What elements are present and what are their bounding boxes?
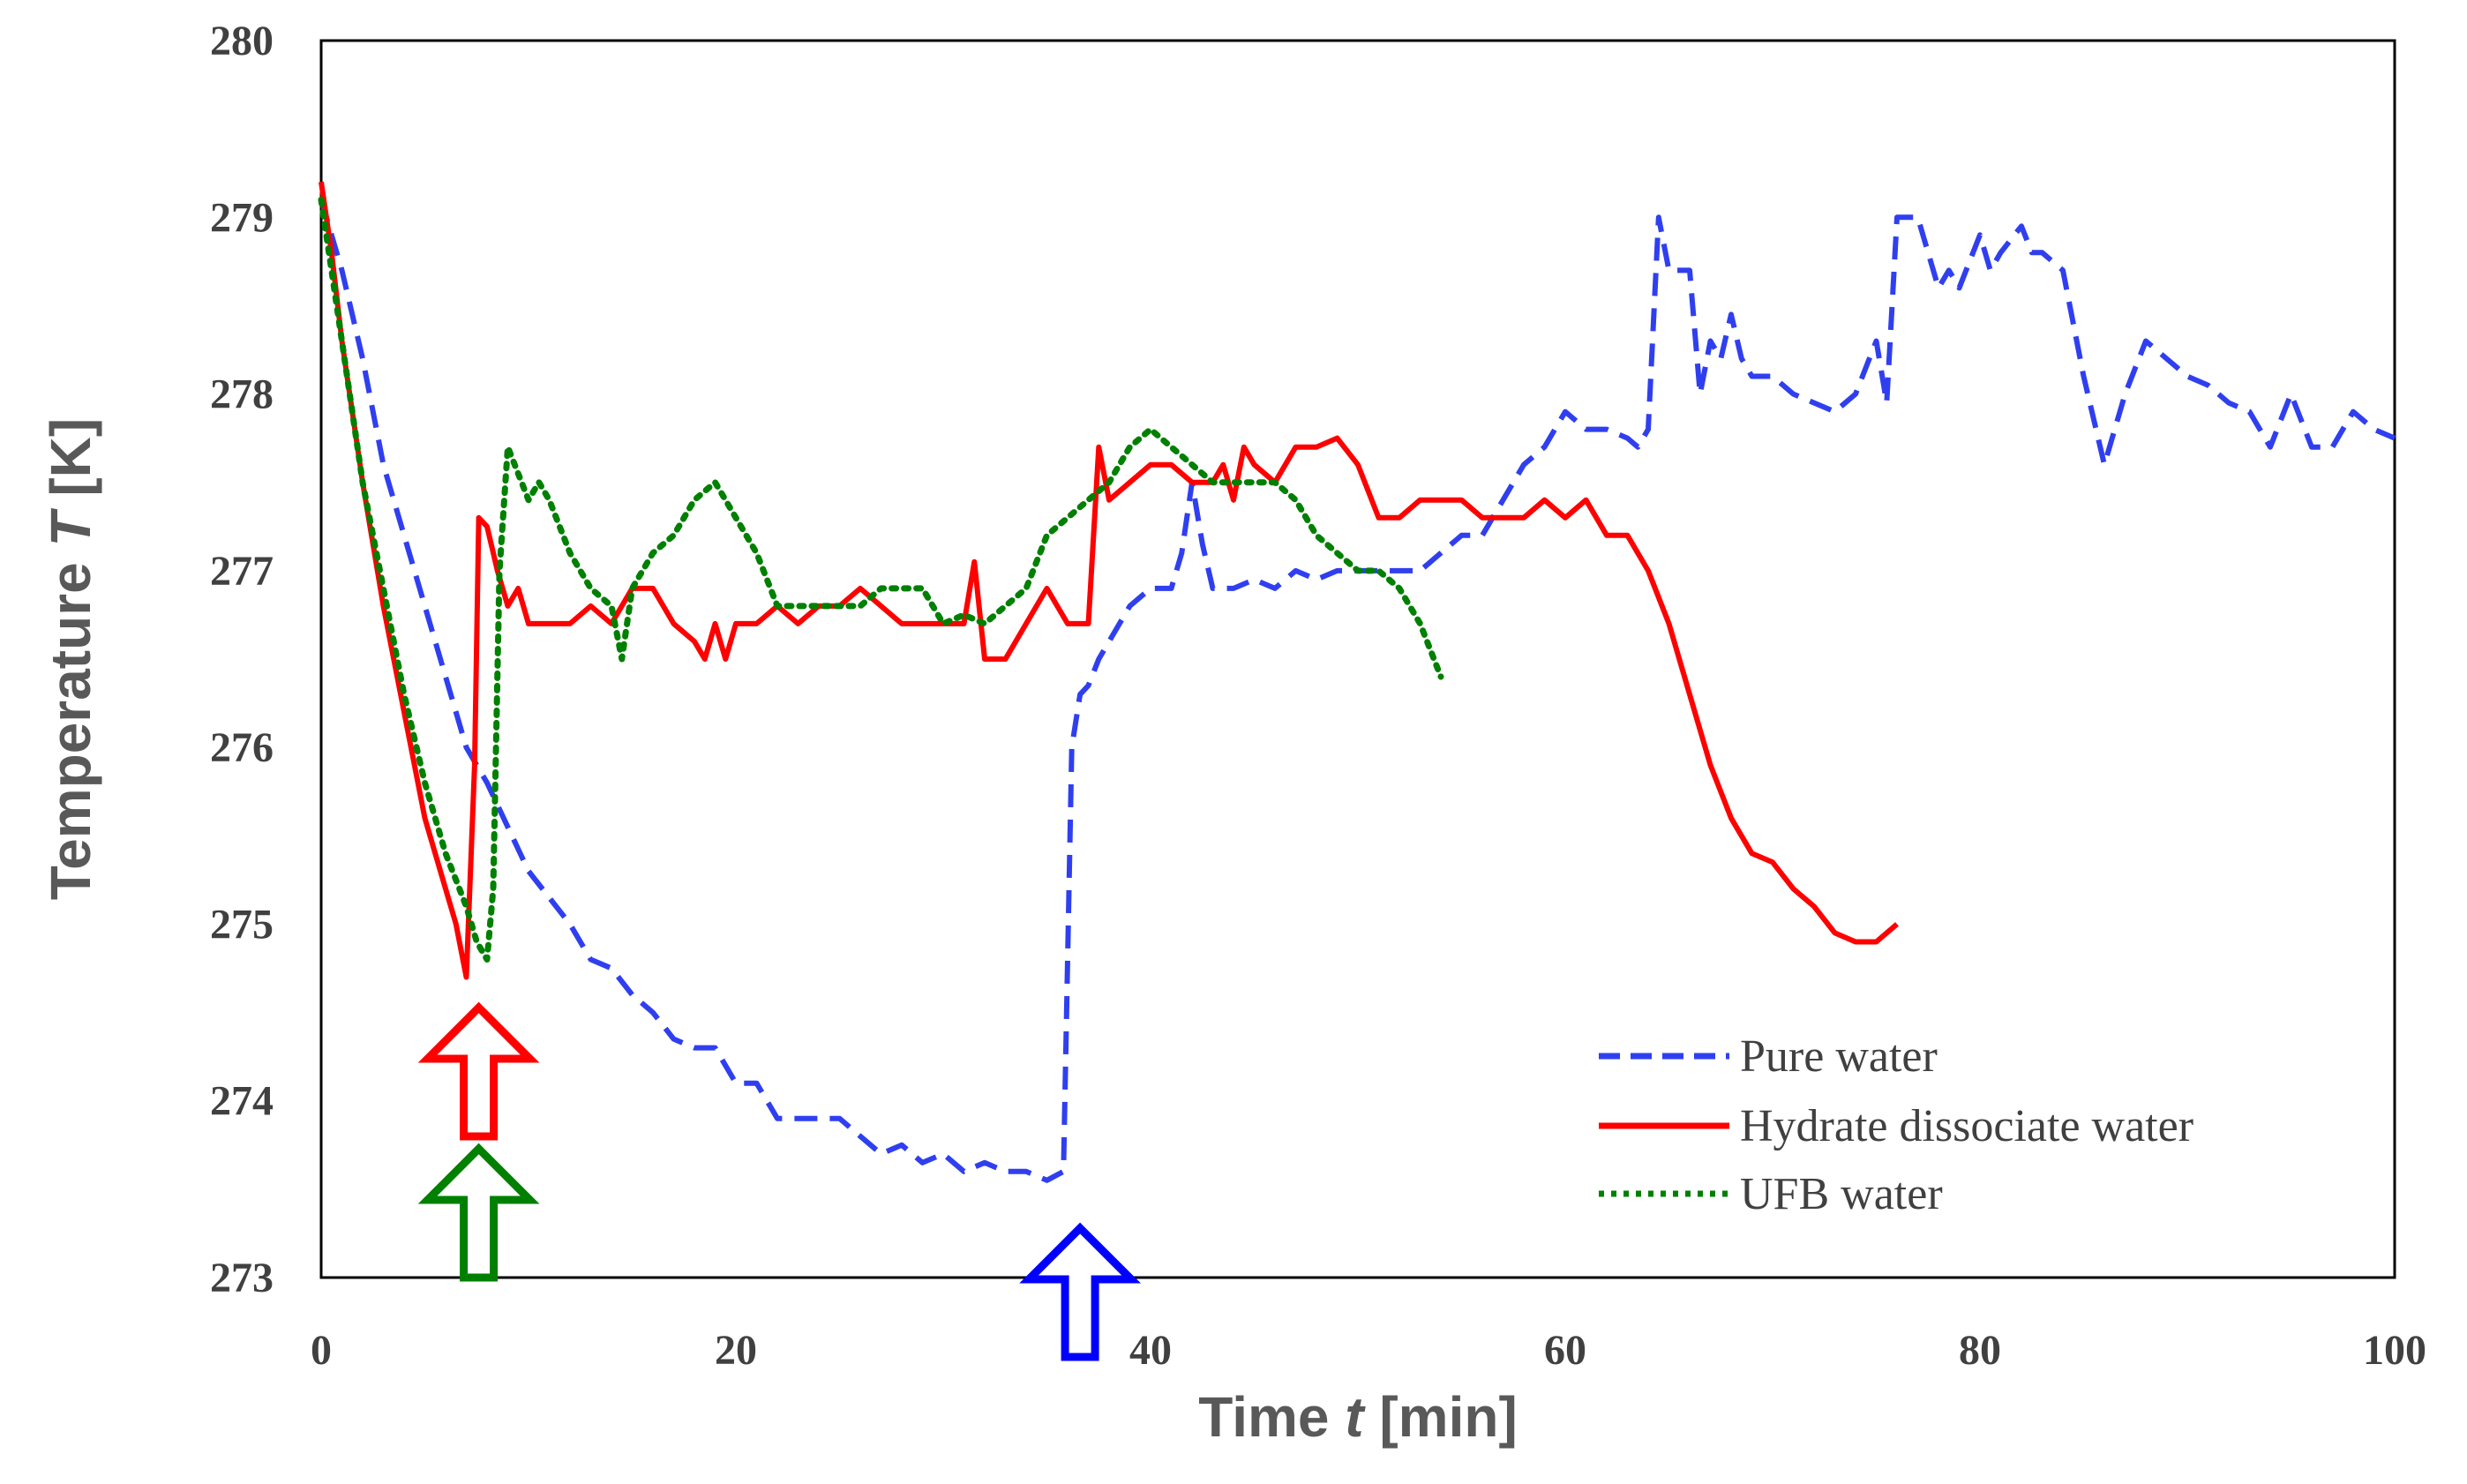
legend-label-pure-water: Pure water: [1740, 1031, 1938, 1082]
x-axis-title: Time t [min]: [1198, 1385, 1518, 1449]
series-layer: [318, 181, 2396, 1183]
y-tick-label: 279: [210, 194, 274, 241]
legend: Pure water Hydrate dissociate water UFB …: [1599, 1031, 2193, 1219]
x-tick-label: 80: [1959, 1327, 2001, 1374]
x-tick-label: 0: [311, 1327, 332, 1374]
plot-area-frame: [319, 39, 2396, 1279]
up-arrow-annotation: [1019, 1222, 1141, 1361]
y-tick-label: 274: [210, 1078, 274, 1125]
y-tick-label: 278: [210, 371, 274, 418]
up-arrow-annotation: [417, 1143, 540, 1282]
x-tick-label: 60: [1544, 1327, 1586, 1374]
arrow-annotations: [417, 1001, 1141, 1361]
y-tick-label: 273: [210, 1255, 274, 1301]
y-tick-label: 277: [210, 548, 274, 595]
legend-label-hydrate-water: Hydrate dissociate water: [1740, 1101, 2193, 1151]
y-tick-label: 280: [210, 18, 274, 64]
y-tick-label: 275: [210, 901, 274, 948]
x-tick-label: 40: [1129, 1327, 1172, 1374]
y-tick-label: 276: [210, 724, 274, 771]
y-axis-title: Temperature T [K]: [39, 418, 102, 900]
series-line-hydrate-dissociate-water: [319, 181, 1899, 980]
x-tick-label: 20: [715, 1327, 757, 1374]
x-axis-ticks: 0 20 40 60 80 100: [311, 1327, 2426, 1374]
y-axis-ticks: 273 274 275 276 277 278 279 280: [210, 18, 274, 1301]
x-tick-label: 100: [2363, 1327, 2426, 1374]
series-line-pure-water: [319, 199, 2396, 1183]
up-arrow-annotation: [417, 1001, 540, 1141]
series-line-ufb-water: [318, 196, 1444, 963]
legend-label-ufb-water: UFB water: [1740, 1169, 1943, 1219]
